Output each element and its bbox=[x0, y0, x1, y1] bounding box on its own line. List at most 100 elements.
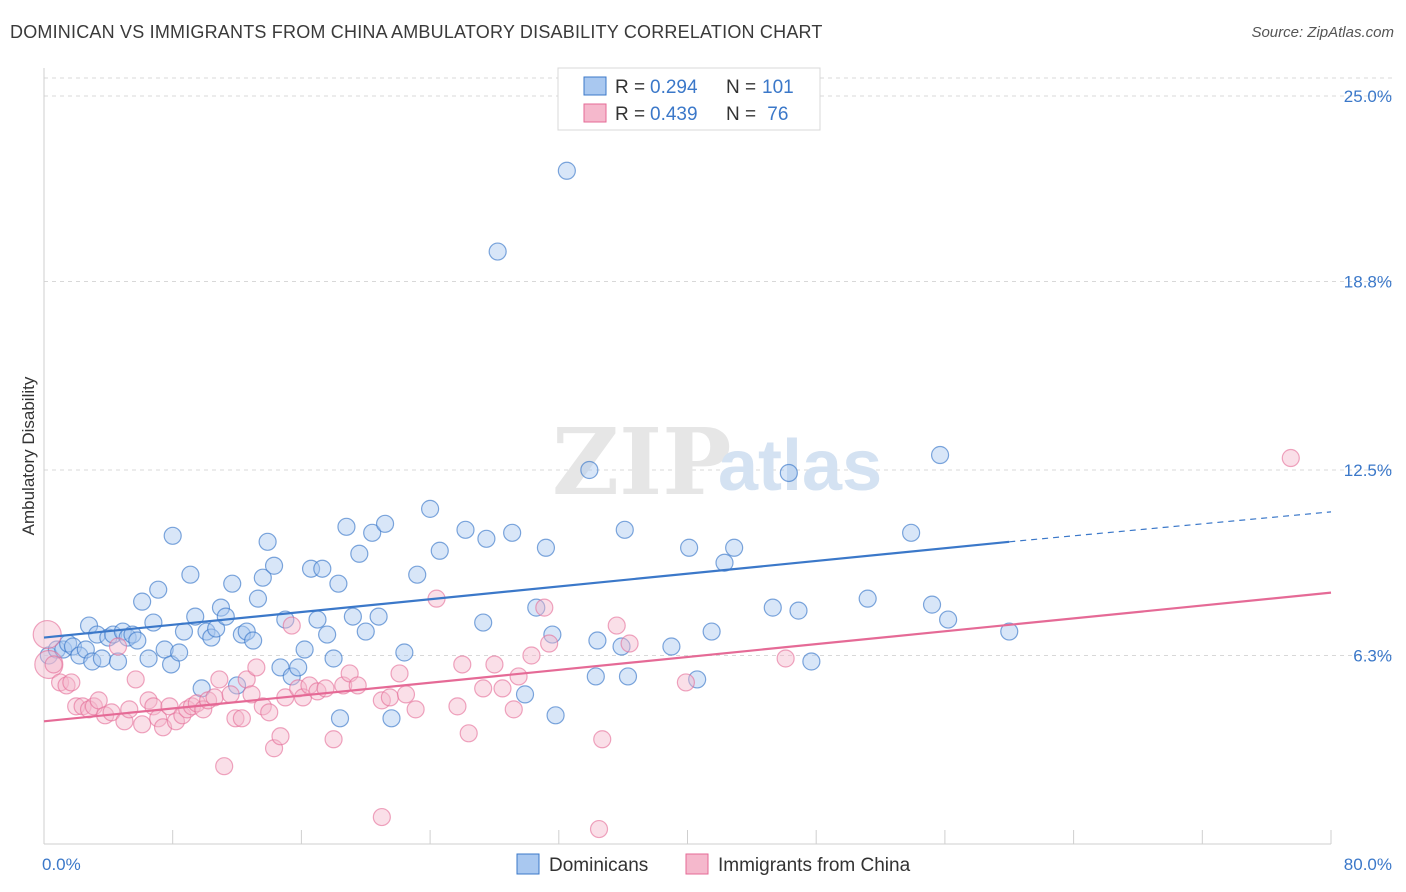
x-tick-labels: 0.0% 80.0% bbox=[42, 855, 1392, 874]
dominican-point bbox=[343, 607, 362, 626]
china-point bbox=[44, 655, 63, 674]
china-point bbox=[493, 679, 512, 698]
dominican-point bbox=[939, 610, 958, 629]
china-point bbox=[271, 727, 290, 746]
y-tick-label-0: 25.0% bbox=[1344, 87, 1392, 106]
x-tick-label-0: 0.0% bbox=[42, 855, 81, 874]
china-point bbox=[540, 634, 559, 653]
dominican-point bbox=[474, 613, 493, 632]
legend-n-value-2: 76 bbox=[762, 104, 788, 125]
dominican-point bbox=[586, 667, 605, 686]
y-axis-title: Ambulatory Disability bbox=[19, 376, 38, 535]
dominican-point bbox=[515, 685, 535, 704]
trend-lines bbox=[43, 511, 1332, 723]
dominican-point bbox=[375, 514, 395, 533]
china-point bbox=[676, 673, 695, 692]
dominican-point bbox=[1000, 622, 1019, 641]
china-point bbox=[509, 667, 528, 686]
dominican-point bbox=[536, 538, 556, 557]
china-point bbox=[593, 730, 612, 749]
dominicans-trend-extension bbox=[1009, 511, 1332, 543]
dominican-point bbox=[350, 544, 369, 563]
bottom-legend-dominicans: Dominicans bbox=[549, 855, 648, 876]
china-point bbox=[102, 703, 121, 722]
y-tick-label-2: 12.5% bbox=[1344, 461, 1392, 480]
dominican-point bbox=[363, 523, 382, 542]
dominican-point bbox=[430, 541, 449, 560]
dominican-point bbox=[123, 625, 142, 644]
dominican-point bbox=[557, 161, 576, 180]
dominican-point bbox=[618, 667, 638, 686]
dominican-point bbox=[421, 499, 440, 518]
china-point bbox=[89, 691, 108, 710]
china-point bbox=[396, 685, 416, 704]
legend-n-label-1: N = bbox=[726, 77, 756, 98]
china-point bbox=[589, 819, 609, 839]
dominican-point bbox=[211, 598, 231, 617]
legend-r-value-1: 0.294 bbox=[650, 77, 698, 98]
dominican-point bbox=[133, 592, 152, 611]
legend-swatch-dominicans bbox=[583, 76, 607, 96]
china-point bbox=[126, 670, 145, 689]
dominican-point bbox=[295, 640, 314, 659]
legend-swatch-china bbox=[583, 103, 607, 123]
dominicans-trend-line bbox=[43, 540, 1010, 639]
legend-box: R = 0.294 N = 101 R = 0.439 N = 76 bbox=[557, 67, 821, 131]
china-trend-line bbox=[43, 591, 1332, 723]
china-point bbox=[232, 709, 251, 728]
legend-r-label-2: R = bbox=[615, 104, 645, 125]
china-point bbox=[120, 700, 139, 719]
china-point bbox=[133, 715, 152, 734]
dominican-point bbox=[181, 565, 200, 584]
dominican-point bbox=[662, 637, 681, 656]
dominican-point bbox=[170, 643, 189, 662]
y-tick-label-3: 6.3% bbox=[1353, 646, 1392, 665]
china-point bbox=[260, 703, 279, 722]
legend-r-label-1: R = bbox=[615, 77, 645, 98]
dominican-point bbox=[318, 625, 337, 644]
dominican-point bbox=[725, 538, 744, 557]
chart-source: Source: ZipAtlas.com bbox=[1251, 24, 1394, 41]
dominican-point bbox=[139, 649, 158, 668]
china-point bbox=[57, 676, 76, 695]
china-point bbox=[178, 700, 197, 719]
y-tick-label-1: 18.8% bbox=[1344, 272, 1392, 291]
dominican-point bbox=[227, 676, 247, 695]
watermark: ZIP atlas bbox=[552, 408, 882, 516]
dominican-point bbox=[408, 565, 427, 584]
dominican-point bbox=[802, 652, 821, 671]
dominican-point bbox=[688, 670, 707, 689]
china-point bbox=[34, 649, 64, 680]
dominican-point bbox=[232, 625, 251, 644]
dominican-point bbox=[108, 652, 128, 671]
axes bbox=[43, 68, 1332, 845]
china-point bbox=[226, 709, 245, 728]
china-point bbox=[459, 724, 478, 743]
china-point bbox=[485, 655, 504, 674]
dominican-point bbox=[330, 709, 350, 728]
dominicans-points bbox=[39, 161, 1019, 728]
legend-n-value-1: 101 bbox=[762, 77, 794, 98]
dominican-point bbox=[477, 529, 496, 548]
dominican-point bbox=[313, 559, 332, 578]
dominican-point bbox=[902, 523, 921, 542]
china-point bbox=[282, 616, 301, 635]
dominican-point bbox=[615, 520, 634, 539]
chart-title: DOMINICAN VS IMMIGRANTS FROM CHINA AMBUL… bbox=[10, 22, 823, 42]
dominican-point bbox=[715, 553, 734, 572]
dominican-point bbox=[163, 526, 182, 545]
dominican-point bbox=[329, 574, 348, 593]
dominican-point bbox=[789, 601, 808, 620]
dominican-point bbox=[930, 445, 950, 465]
dominican-point bbox=[202, 628, 221, 647]
china-point bbox=[221, 685, 240, 704]
y-tick-labels: 25.0% 18.8% 12.5% 6.3% bbox=[1344, 87, 1392, 666]
dominican-point bbox=[223, 574, 242, 593]
dominican-point bbox=[503, 523, 522, 542]
dominican-point bbox=[456, 520, 475, 539]
dominican-point bbox=[580, 460, 599, 480]
bottom-legend-swatch-dominicans bbox=[516, 853, 540, 875]
legend-n-label-2: N = bbox=[726, 104, 756, 125]
dominican-point bbox=[92, 649, 112, 668]
